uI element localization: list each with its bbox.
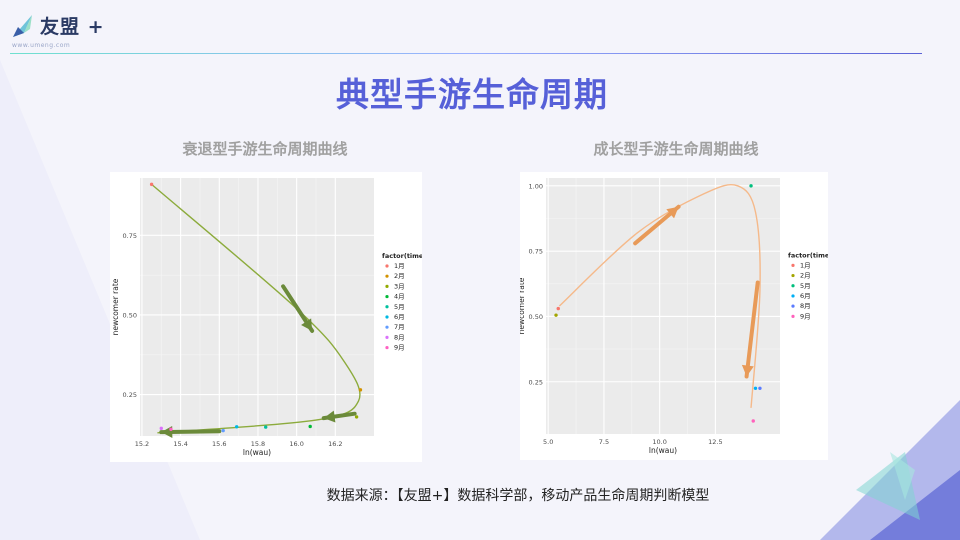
left-data-point-4月 xyxy=(308,424,312,429)
left-legend-key-9月 xyxy=(385,345,389,350)
left-legend-label-4月: 4月 xyxy=(394,293,405,301)
chart-right: 5.0 7.5 10.0 12.5 0.25 0.50 0.75 1.00 ln(wau) new… xyxy=(520,172,828,460)
chart-left-title: 衰退型手游生命周期曲线 xyxy=(182,140,348,158)
left-ytick-label: 0.50 xyxy=(123,311,137,319)
left-legend-label-8月: 8月 xyxy=(394,333,405,341)
left-xtick-label: 15.4 xyxy=(173,440,187,448)
right-data-point-1月 xyxy=(556,306,560,311)
right-legend-label-2月: 2月 xyxy=(800,272,811,280)
left-y-axis-label: newcomer rate xyxy=(111,278,120,335)
left-legend-label-2月: 2月 xyxy=(394,272,405,280)
logo-text: 友盟 + xyxy=(40,16,105,38)
left-legend-label-5月: 5月 xyxy=(394,303,405,311)
chart-right-title: 成长型手游生命周期曲线 xyxy=(593,140,759,158)
left-legend-key-6月 xyxy=(385,315,389,319)
right-legend-label-1月: 1月 xyxy=(800,261,811,269)
leaf-logo-icon xyxy=(13,14,32,37)
left-data-point-8月 xyxy=(159,426,163,431)
right-legend-key-6月 xyxy=(791,294,795,298)
chart-right-svg: 5.0 7.5 10.0 12.5 0.25 0.50 0.75 1.00 ln(wau) new… xyxy=(520,178,828,455)
chart-left: 15.2 15.4 15.6 15.8 16.0 16.2 0.25 0.50 0.75 ln(w… xyxy=(110,172,422,462)
left-direction-arrow-2-head xyxy=(323,410,336,423)
left-data-point-1月 xyxy=(149,182,154,187)
logo-subtext: www.umeng.com xyxy=(12,42,71,49)
left-legend-key-4月 xyxy=(385,294,389,299)
right-legend-label-9月: 9月 xyxy=(800,312,811,320)
right-xtick-label: 7.5 xyxy=(599,438,609,446)
right-legend-label-8月: 8月 xyxy=(800,302,811,310)
left-data-point-9月 xyxy=(169,427,173,432)
right-legend-key-9月 xyxy=(791,314,795,318)
left-ytick-label: 0.25 xyxy=(123,391,137,399)
left-legend-label-1月: 1月 xyxy=(394,262,405,270)
right-legend-title: factor(time) xyxy=(788,251,828,259)
left-x-axis-label: ln(wau) xyxy=(243,448,271,457)
chart-left-svg: 15.2 15.4 15.6 15.8 16.0 16.2 0.25 0.50 0.75 ln(w… xyxy=(111,178,422,457)
right-legend-label-5月: 5月 xyxy=(800,282,811,290)
right-legend-key-5月 xyxy=(791,284,795,288)
left-legend-key-2月 xyxy=(385,274,389,278)
left-legend-key-5月 xyxy=(385,305,389,309)
right-trend-curve xyxy=(558,183,761,408)
left-data-point-3月 xyxy=(354,415,359,419)
right-x-axis-label: ln(wau) xyxy=(649,446,677,455)
left-xtick-label: 15.2 xyxy=(135,440,149,448)
left-legend-title: factor(time) xyxy=(382,252,422,260)
right-data-point-9月 xyxy=(751,419,755,423)
right-data-point-6月 xyxy=(753,386,758,390)
left-plot-panel xyxy=(140,178,374,436)
page-title: 典型手游生命周期 xyxy=(336,75,608,114)
left-legend-key-8月 xyxy=(385,335,389,339)
left-trend-curve xyxy=(151,183,361,434)
brand-logo: 友盟 + xyxy=(10,12,105,39)
left-legend-label-9月: 9月 xyxy=(394,344,405,352)
right-data-point-2月 xyxy=(554,313,558,317)
left-ytick-label: 0.75 xyxy=(123,232,137,240)
right-ytick-label: 0.50 xyxy=(529,313,543,321)
right-xtick-label: 10.0 xyxy=(652,438,666,446)
left-data-point-5月 xyxy=(264,425,268,429)
left-xtick-label: 15.6 xyxy=(212,440,226,448)
right-ytick-label: 1.00 xyxy=(529,182,543,190)
left-legend-key-1月 xyxy=(385,264,389,268)
left-data-point-7月 xyxy=(221,428,225,433)
right-direction-arrow-1-head xyxy=(666,206,679,219)
left-data-point-6月 xyxy=(234,425,239,429)
right-legend-key-1月 xyxy=(791,263,795,267)
right-y-axis-label: newcomer rate xyxy=(520,277,526,334)
data-source-note: 数据来源：【友盟+】数据科学部，移动产品生命周期判断模型 xyxy=(326,488,710,504)
left-xtick-label: 15.8 xyxy=(251,440,265,448)
right-xtick-label: 12.5 xyxy=(708,438,722,446)
right-legend-key-2月 xyxy=(791,273,795,278)
left-legend-label-7月: 7月 xyxy=(394,323,405,331)
left-legend-key-3月 xyxy=(385,284,389,288)
right-data-point-8月 xyxy=(758,386,762,390)
right-legend-label-6月: 6月 xyxy=(800,292,811,300)
right-plot-panel xyxy=(546,178,780,434)
right-direction-arrow-2-head xyxy=(741,364,754,377)
header-divider xyxy=(10,53,922,54)
left-direction-arrow-1-head xyxy=(301,318,313,331)
left-legend-key-7月 xyxy=(385,325,389,329)
left-xtick-label: 16.0 xyxy=(289,440,303,448)
right-ytick-label: 0.75 xyxy=(529,248,543,256)
right-data-point-5月 xyxy=(749,184,753,188)
left-data-point-2月 xyxy=(358,388,363,392)
right-legend-key-8月 xyxy=(791,304,795,308)
right-xtick-label: 5.0 xyxy=(543,438,553,446)
right-direction-arrow-2-shaft xyxy=(744,280,760,379)
left-xtick-label: 16.2 xyxy=(328,440,342,448)
left-legend-label-3月: 3月 xyxy=(394,282,405,290)
left-legend-label-6月: 6月 xyxy=(394,313,405,321)
right-ytick-label: 0.25 xyxy=(529,378,543,386)
